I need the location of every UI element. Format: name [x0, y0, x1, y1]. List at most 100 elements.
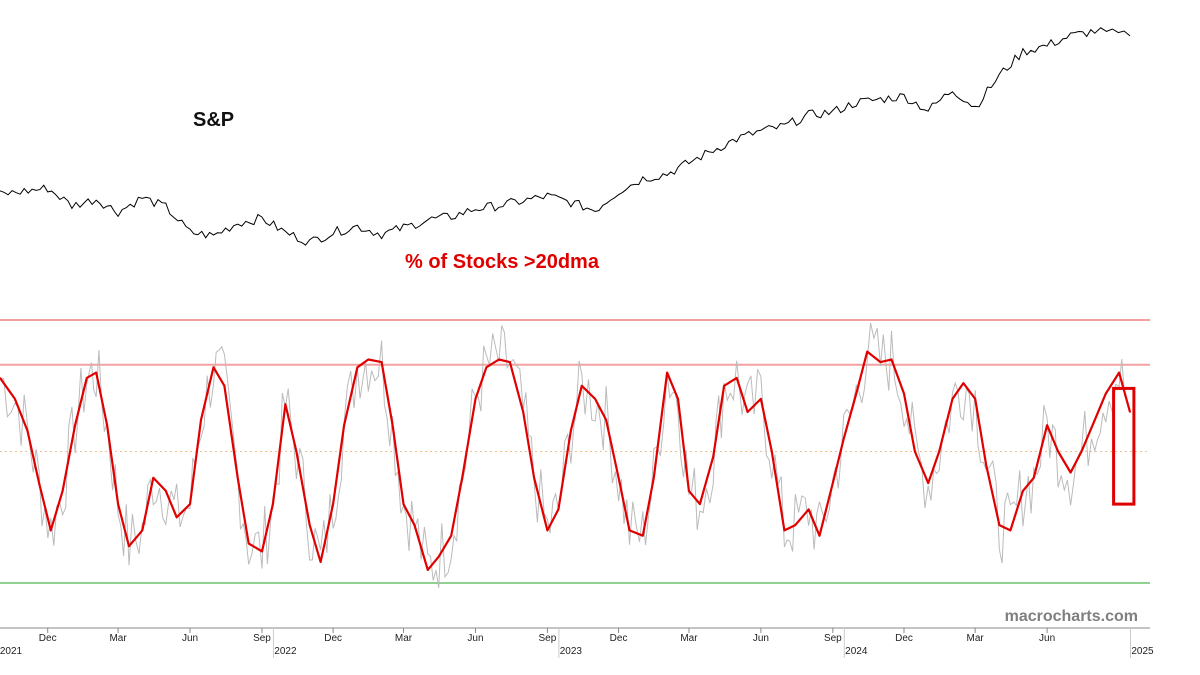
breadth-point	[106, 424, 108, 427]
breadth-point	[1129, 411, 1131, 413]
breadth-point	[998, 524, 1001, 526]
breadth-point	[699, 503, 701, 505]
breadth-point	[450, 534, 453, 537]
breadth-point	[927, 482, 929, 484]
x-tick-label: Jun	[753, 633, 769, 644]
breadth-point	[402, 503, 405, 505]
sp-label: S&P	[193, 109, 234, 131]
breadth-point	[38, 482, 40, 484]
breadth-point	[951, 398, 954, 400]
breadth-point	[14, 398, 16, 400]
breadth-point	[557, 508, 560, 511]
breadth-point	[380, 361, 383, 363]
breadth-point	[617, 477, 620, 479]
breadth-point	[50, 529, 52, 532]
breadth-point	[594, 398, 596, 400]
breadth-point	[1033, 477, 1035, 479]
x-tick-label: Mar	[395, 633, 413, 644]
breadth-point	[284, 403, 287, 406]
year-label: 2025	[1131, 646, 1154, 657]
breadth-point	[794, 524, 797, 526]
x-tick-label: Mar	[680, 633, 698, 644]
breadth-point	[212, 366, 215, 369]
breadth-point	[653, 477, 655, 479]
x-tick-label: Jun	[1039, 633, 1055, 644]
breadth-point	[86, 377, 88, 379]
breadth-point	[1069, 471, 1072, 474]
x-tick-label: Sep	[539, 633, 557, 644]
breadth-point	[760, 398, 762, 400]
breadth-point	[485, 366, 488, 369]
breadth-point	[272, 503, 274, 505]
highlight-box	[1112, 386, 1136, 506]
breadth-point	[866, 350, 868, 353]
breadth-point	[570, 429, 572, 432]
breadth-point	[533, 477, 535, 479]
breadth-point	[1118, 371, 1120, 374]
breadth-point	[200, 419, 202, 421]
breadth-point	[165, 490, 167, 492]
breadth-point	[26, 429, 29, 432]
breadth-point	[189, 503, 191, 505]
breadth-point	[974, 398, 976, 400]
breadth-point	[474, 398, 477, 400]
breadth-point	[391, 424, 394, 427]
breadth-point	[413, 524, 416, 526]
breadth-point	[1022, 490, 1024, 492]
breadth-raw-line	[0, 322, 1128, 588]
year-label: 2022	[274, 646, 297, 657]
breadth-point	[367, 358, 370, 361]
breadth-point	[1009, 529, 1012, 532]
breadth-point	[128, 545, 130, 547]
breadth-point	[688, 490, 690, 492]
breadth-point	[0, 377, 1, 379]
breadth-point	[677, 398, 679, 400]
breadth-point	[437, 555, 440, 558]
breadth-label: % of Stocks >20dma	[405, 251, 600, 273]
breadth-point	[746, 411, 749, 413]
year-label: 2024	[845, 646, 868, 657]
breadth-point	[509, 361, 511, 363]
breadth-point	[1046, 424, 1048, 427]
reference-lines	[0, 319, 1150, 584]
breadth-point	[74, 424, 76, 427]
x-tick-label: Jun	[182, 633, 198, 644]
breadth-point	[938, 450, 940, 453]
breadth-point	[332, 503, 334, 505]
breadth-point	[879, 361, 882, 363]
breadth-point	[308, 524, 311, 526]
breadth-point	[735, 377, 738, 379]
x-tick-label: Dec	[610, 633, 628, 644]
breadth-point	[783, 529, 786, 532]
breadth-smoothed-line	[0, 350, 1132, 571]
breadth-point	[117, 503, 119, 505]
watermark: macrocharts.com	[1005, 608, 1138, 625]
breadth-point	[261, 550, 263, 553]
breadth-point	[843, 437, 845, 440]
breadth-point	[723, 385, 725, 387]
breadth-point	[666, 371, 668, 374]
breadth-point	[152, 477, 155, 479]
breadth-point	[175, 516, 178, 519]
breadth-point	[1080, 450, 1083, 453]
x-axis: Dec Mar Jun Sep Dec Mar Jun Sep Dec Mar Jun Sep Dec M…	[0, 627, 1154, 658]
breadth-point	[356, 366, 359, 369]
breadth-point	[712, 456, 714, 458]
breadth-point	[605, 419, 607, 421]
breadth-raw-series	[0, 322, 1128, 588]
highlight-box-group	[1112, 386, 1136, 506]
breadth-point	[914, 450, 916, 453]
breadth-point	[522, 411, 524, 413]
breadth-point	[461, 477, 464, 479]
breadth-point	[1057, 450, 1059, 453]
breadth-point	[319, 561, 322, 563]
breadth-point	[236, 477, 239, 479]
sp-price-series	[0, 27, 1131, 246]
breadth-point	[807, 508, 810, 511]
breadth-point	[581, 385, 583, 387]
x-tick-label: Mar	[109, 633, 127, 644]
sp-line	[0, 27, 1131, 246]
x-tick-label: Jun	[467, 633, 483, 644]
breadth-point	[295, 450, 298, 453]
